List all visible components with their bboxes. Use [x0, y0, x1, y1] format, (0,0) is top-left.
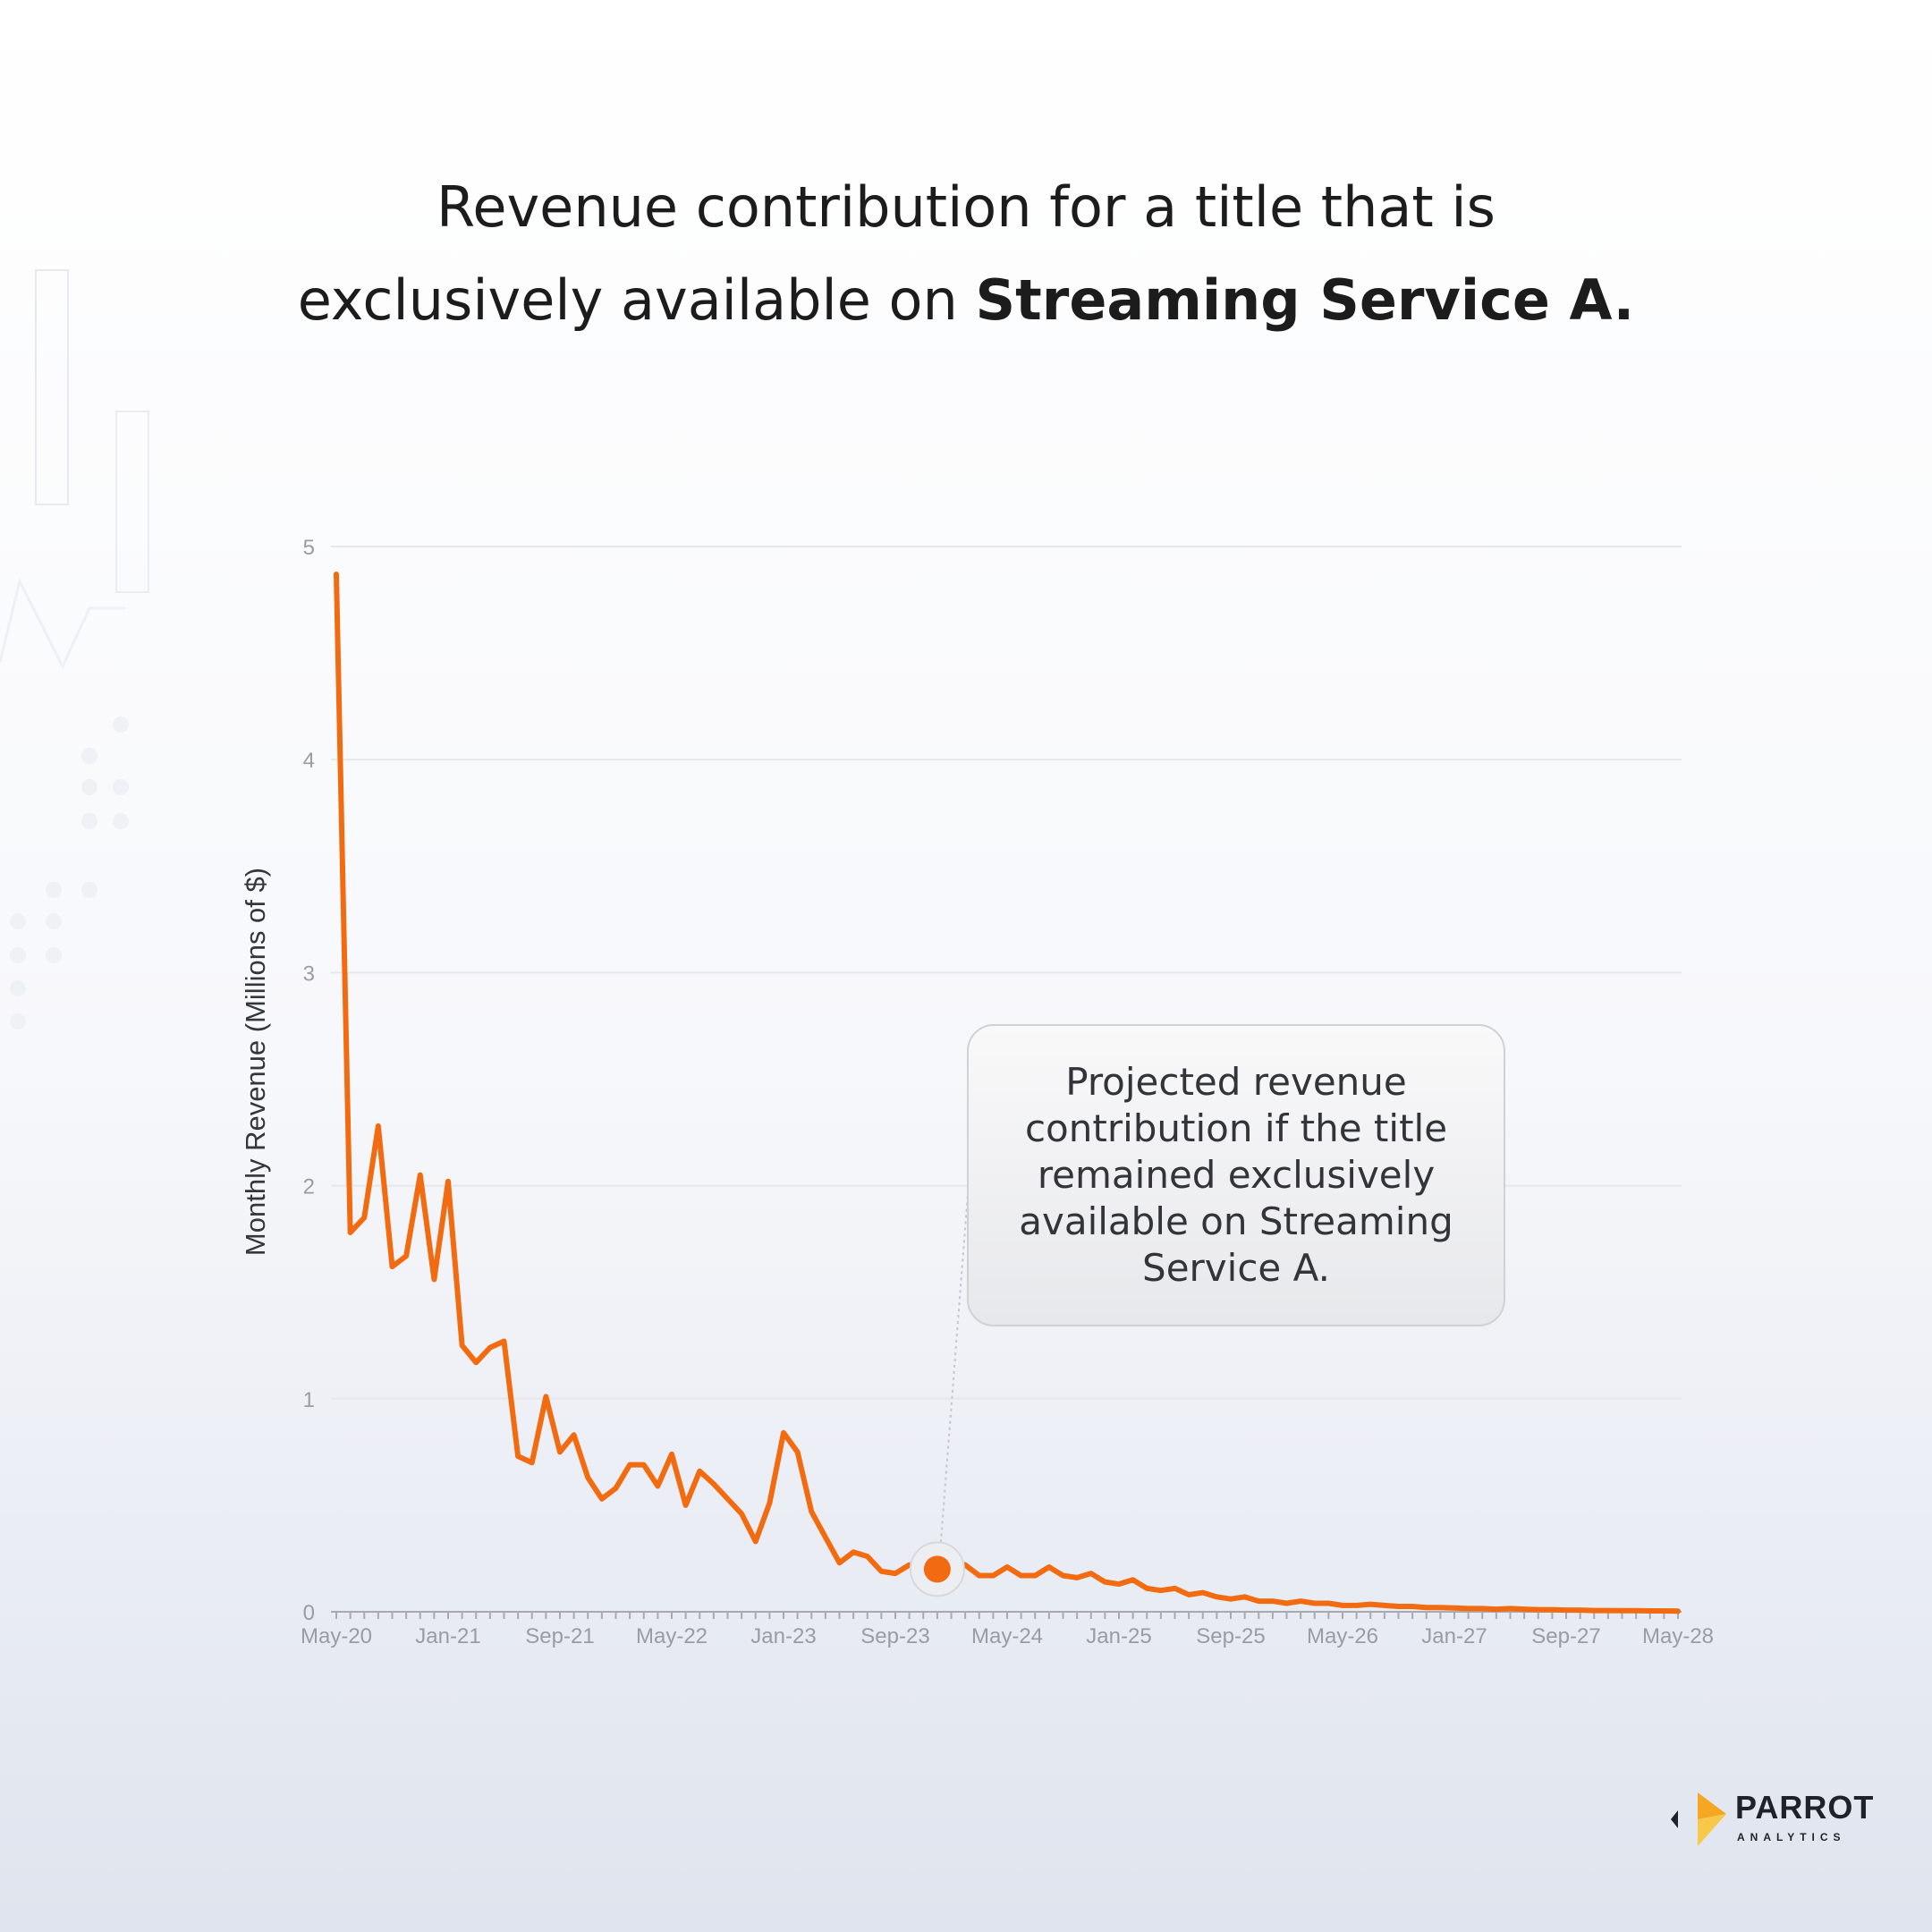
page-title: Revenue contribution for a title that is…: [0, 161, 1932, 347]
logo-wordmark: PARROT: [1735, 1789, 1875, 1826]
parrot-analytics-logo: PARROT ANALYTICS: [1671, 1789, 1873, 1848]
x-tick-label: Jan-23: [750, 1624, 816, 1648]
callout-text: Projected revenue contribution if the ti…: [1019, 1060, 1453, 1290]
x-tick-label: May-20: [301, 1624, 372, 1648]
x-tick-label: Jan-27: [1421, 1624, 1487, 1648]
series-layer: [334, 571, 1681, 1614]
highlight-point: [923, 1555, 951, 1583]
x-tick-label: May-24: [971, 1624, 1043, 1648]
x-tick-label: Jan-21: [415, 1624, 480, 1648]
y-tick-label: 0: [303, 1601, 315, 1625]
y-tick-label: 1: [303, 1388, 315, 1412]
x-tick-label: Sep-27: [1531, 1624, 1600, 1648]
x-tick-label: Sep-23: [860, 1624, 929, 1648]
title-line-2: exclusively available on Streaming Servi…: [0, 254, 1932, 347]
y-tick-label: 2: [303, 1175, 315, 1199]
x-tick-label: May-26: [1307, 1624, 1378, 1648]
logo-subtitle: ANALYTICS: [1737, 1831, 1846, 1843]
y-axis-label: Monthly Revenue (Millions of $): [240, 868, 271, 1256]
axes: 0 1 2 3 4 5 May-20 Jan-21 Sep-21 May-22 Jan-23 Sep-…: [301, 536, 1714, 1648]
callout-leader-line: [939, 1182, 970, 1543]
x-tick-label: May-28: [1642, 1624, 1714, 1648]
y-tick-label: 3: [303, 962, 315, 986]
background-decoration: [0, 269, 149, 1030]
x-tick-label: Sep-21: [525, 1624, 594, 1648]
parrot-logo-icon: [1671, 1792, 1726, 1846]
projection-callout: Projected revenue contribution if the ti…: [967, 1024, 1505, 1326]
title-line-2-prefix: exclusively available on: [297, 267, 976, 333]
series-line: [334, 571, 1681, 1614]
y-tick-label: 4: [303, 749, 315, 773]
title-service-name: Streaming Service A.: [975, 267, 1635, 333]
x-tick-label: Sep-25: [1196, 1624, 1265, 1648]
x-tick-label: May-22: [636, 1624, 708, 1648]
title-line-1: Revenue contribution for a title that is: [436, 174, 1496, 240]
y-tick-label: 5: [303, 536, 315, 560]
x-tick-label: Jan-25: [1086, 1624, 1151, 1648]
